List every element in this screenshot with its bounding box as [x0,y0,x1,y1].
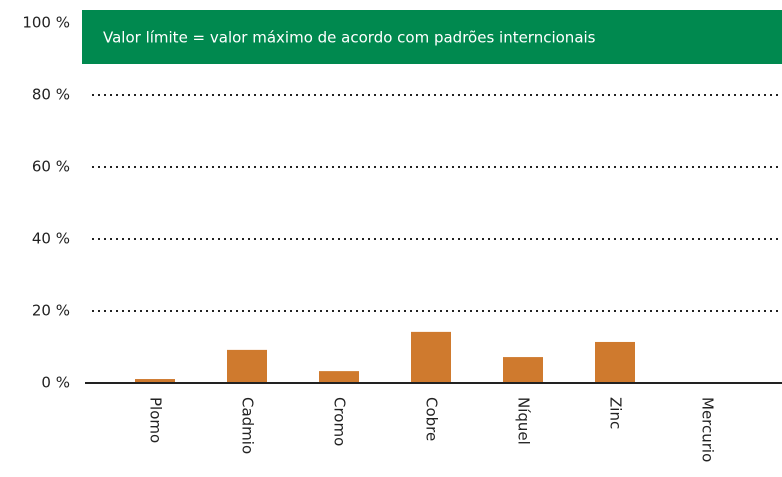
x-tick-label: Cadmio [239,397,257,454]
x-tick-label: Cobre [423,397,441,441]
bar [227,349,267,383]
y-tick-label: 60 % [32,158,70,176]
y-tick-label: 80 % [32,86,70,104]
annotation: Valor límite = valor máximo de acordo co… [103,29,596,47]
limit-band [82,10,782,64]
y-tick-label: 20 % [32,302,70,320]
y-tick-label: 100 % [22,14,70,32]
bar [411,331,451,383]
y-tick-label: 0 % [41,374,70,392]
x-tick-label: Mercurio [699,397,717,462]
bar [319,371,359,383]
x-tick-label: Cromo [331,397,349,446]
bar [595,341,635,383]
x-tick-label: Plomo [147,397,165,443]
x-tick-label: Zinc [607,397,625,429]
x-tick-label: Níquel [515,397,533,445]
y-tick-label: 40 % [32,230,70,248]
bar [503,357,543,383]
bar [135,379,175,383]
